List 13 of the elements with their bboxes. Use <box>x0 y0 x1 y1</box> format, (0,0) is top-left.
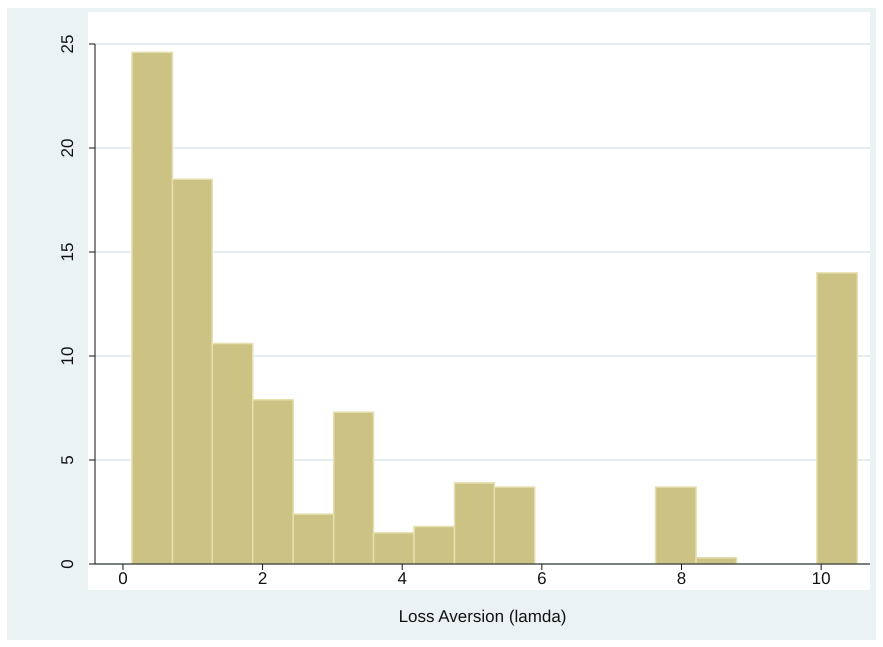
y-tick-label: 20 <box>58 138 77 158</box>
y-tick-label: 10 <box>58 346 77 366</box>
x-tick-label: 10 <box>812 569 831 588</box>
x-tick-label: 6 <box>537 569 547 588</box>
x-tick-label: 0 <box>118 569 128 588</box>
y-tick-label: 25 <box>58 34 77 54</box>
x-tick-label: 4 <box>397 569 407 588</box>
y-tick-label: 15 <box>58 242 77 262</box>
y-tick-label: 0 <box>58 559 77 569</box>
x-tick-label: 2 <box>258 569 268 588</box>
x-tick-label: 8 <box>676 569 686 588</box>
y-tick-label: 5 <box>58 455 77 465</box>
x-axis-title: Loss Aversion (lamda) <box>398 607 566 626</box>
